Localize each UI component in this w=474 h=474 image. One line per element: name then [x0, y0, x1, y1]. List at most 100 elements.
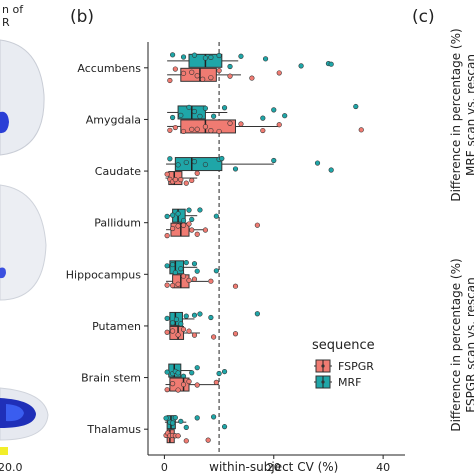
data-point [282, 113, 288, 119]
data-point [314, 160, 321, 166]
data-point [164, 369, 170, 375]
data-point [175, 281, 181, 287]
data-point [238, 53, 244, 59]
data-point [211, 113, 217, 119]
data-point [186, 207, 192, 213]
data-point [172, 270, 178, 276]
panel-c-ylabel-bottom: Difference in percentage (%) FSPGR scan … [449, 258, 474, 431]
data-point [216, 52, 222, 59]
data-point [221, 424, 228, 430]
x-axis-label: within-subject CV (%) [209, 460, 338, 474]
box-mrf [167, 52, 334, 70]
data-point [221, 105, 228, 111]
data-point [202, 227, 209, 233]
data-point [191, 276, 198, 282]
data-point [186, 221, 192, 227]
panel-c-label: (c) [412, 7, 435, 27]
box-mrf [164, 207, 219, 224]
data-point [358, 127, 364, 133]
box-mrf [166, 155, 334, 173]
data-point [202, 105, 209, 111]
data-point [180, 70, 187, 76]
data-point [202, 124, 209, 130]
data-point [197, 311, 203, 317]
data-point [180, 128, 187, 135]
legend-item-label: FSPGR [338, 360, 374, 373]
data-point [262, 56, 269, 62]
data-point [191, 52, 198, 58]
data-point [227, 73, 233, 79]
data-point [178, 177, 184, 183]
data-point [219, 155, 225, 162]
data-point [200, 76, 206, 82]
data-point [164, 329, 170, 335]
data-point [194, 231, 200, 237]
brain-highlight-middle [0, 267, 6, 279]
y-tick-label: Brain stem [81, 372, 141, 385]
legend: sequence FSPGR MRF [312, 338, 375, 389]
data-point [180, 326, 187, 333]
data-point [191, 312, 198, 318]
data-point [178, 321, 184, 327]
x-tick-label: 0 [161, 461, 168, 474]
box-mrf [163, 414, 228, 430]
y-tick-label: Thalamus [86, 423, 141, 436]
data-point [232, 331, 239, 337]
data-point [183, 159, 189, 166]
data-point [164, 263, 170, 269]
data-point [167, 156, 173, 162]
data-point [191, 108, 198, 115]
data-point [213, 268, 219, 274]
data-point [227, 120, 233, 126]
data-point [180, 54, 187, 60]
y-tick-label: Pallidum [94, 217, 141, 230]
data-point [208, 75, 214, 81]
box-fspgr [164, 377, 220, 393]
data-point [232, 166, 239, 172]
data-point [216, 370, 222, 377]
data-point [194, 170, 200, 176]
data-point [175, 223, 181, 229]
x-tick-label: 20 [267, 461, 281, 474]
data-point [186, 378, 192, 385]
data-point [271, 157, 277, 164]
data-point [254, 311, 260, 317]
x-tick-label: 40 [376, 461, 390, 474]
panel-c-ylabel-top-line1: Difference in percentage (%) [449, 28, 463, 201]
data-point [172, 177, 178, 183]
data-point [197, 207, 203, 213]
data-point [189, 177, 195, 184]
data-point [276, 122, 282, 128]
data-point [183, 180, 189, 186]
data-point [194, 415, 200, 421]
data-point [180, 381, 187, 388]
left-panel: n of R 20.0 [0, 3, 49, 474]
data-point [186, 277, 192, 283]
data-point [186, 328, 192, 334]
data-point [170, 320, 176, 326]
data-point [271, 107, 277, 113]
boxplot-area: 0 20 40 Accumbens Amygdala Caudate Pallidum Hip… [66, 42, 405, 474]
brain-render-top [0, 39, 45, 156]
data-point [183, 424, 189, 430]
data-point [167, 127, 173, 133]
box-iqr [180, 119, 236, 134]
brain-highlight-bottom-2 [6, 404, 24, 422]
data-point [208, 127, 214, 134]
brain-highlight-top [0, 111, 9, 134]
data-point [221, 368, 228, 375]
y-tick-label: Putamen [92, 320, 141, 333]
data-point [164, 213, 170, 219]
panel-c-ylabel-top: Difference in percentage (%) MRF scan vs… [449, 28, 474, 201]
box-fspgr [164, 170, 200, 186]
left-panel-title-fragment-line1: n of [2, 3, 24, 16]
legend-key-dot [321, 380, 325, 384]
data-point [164, 315, 170, 321]
data-point [260, 115, 266, 121]
y-tick-label: Amygdala [86, 113, 141, 126]
data-point [170, 328, 176, 334]
brain-render-middle [0, 184, 47, 301]
panel-c-ylabel-bottom-line2: FSPGR scan vs. rescan [464, 277, 474, 412]
data-point [189, 126, 195, 132]
